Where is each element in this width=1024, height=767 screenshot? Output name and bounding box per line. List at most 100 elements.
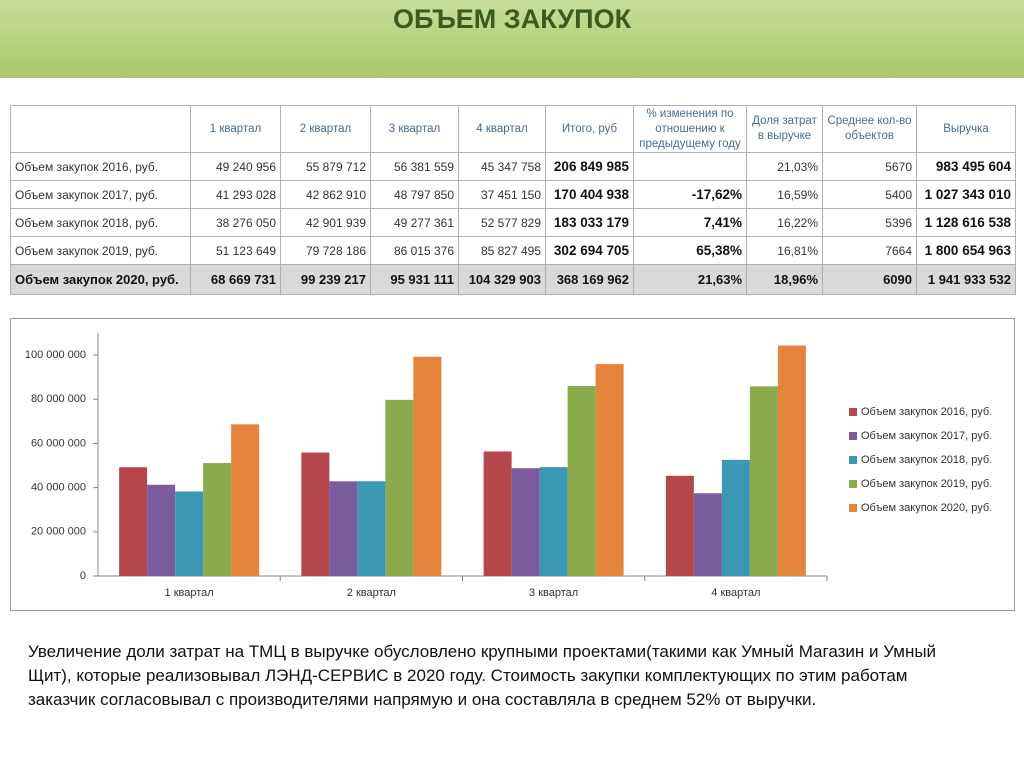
table-cell: -17,62% <box>633 180 747 209</box>
y-tick-label: 40 000 000 <box>31 482 86 494</box>
x-tick-label: 2 квартал <box>347 587 396 599</box>
table-cell: 104 329 903 <box>458 264 546 295</box>
table-cell: Объем закупок 2016, руб. <box>10 152 191 181</box>
legend-swatch <box>849 480 857 488</box>
table-cell: 42 862 910 <box>280 180 371 209</box>
table-cell: 170 404 938 <box>545 180 634 209</box>
header-band <box>0 0 1024 78</box>
table-cell: 21,63% <box>633 264 747 295</box>
table-cell: Среднее кол-во объектов <box>822 105 917 153</box>
table-cell: Итого, руб <box>545 105 634 153</box>
y-tick-label: 60 000 000 <box>31 437 86 449</box>
table-cell: 41 293 028 <box>190 180 281 209</box>
table-cell: 85 827 495 <box>458 236 546 265</box>
table-cell: 16,22% <box>746 208 823 237</box>
bar <box>301 452 330 576</box>
table-cell: 21,03% <box>746 152 823 181</box>
table-cell: 5396 <box>822 208 917 237</box>
bar <box>385 399 414 576</box>
x-tick-label: 3 квартал <box>529 587 578 599</box>
bar <box>119 467 148 576</box>
table-cell: 983 495 604 <box>916 152 1016 181</box>
x-tick-label: 4 квартал <box>711 587 760 599</box>
legend-swatch <box>849 504 857 512</box>
table-cell <box>10 105 191 153</box>
table-row: Объем закупок 2020, руб. 68 669 731 99 239… <box>10 264 1016 295</box>
table-cell: 51 123 649 <box>190 236 281 265</box>
table-cell: Объем закупок 2020, руб. <box>10 264 191 295</box>
y-tick-label: 100 000 000 <box>25 349 86 361</box>
table-cell: 79 728 186 <box>280 236 371 265</box>
table-row: Объем закупок 2018, руб. 38 276 050 42 901… <box>10 208 1016 237</box>
y-tick-label: 0 <box>80 570 86 582</box>
bar <box>511 468 540 576</box>
bar <box>721 459 750 576</box>
y-tick-label: 80 000 000 <box>31 393 86 405</box>
table-row: 1 квартал 2 квартал 3 квартал 4 квартал Итог… <box>10 105 1016 153</box>
table-cell: 52 577 829 <box>458 208 546 237</box>
bar <box>749 386 778 576</box>
legend-swatch <box>849 456 857 464</box>
bar <box>539 467 568 576</box>
table-cell: 2 квартал <box>280 105 371 153</box>
bar <box>413 356 442 576</box>
bar <box>357 481 386 576</box>
chart-frame: 0 20 000 000 40 000 000 60 000 000 80 000 00… <box>10 318 1015 611</box>
table-cell: 18,96% <box>746 264 823 295</box>
table-row: Объем закупок 2017, руб. 41 293 028 42 862… <box>10 180 1016 209</box>
table-cell: Доля затрат в выручке <box>746 105 823 153</box>
table-cell: 183 033 179 <box>545 208 634 237</box>
table-cell: 1 квартал <box>190 105 281 153</box>
table-cell: 5670 <box>822 152 917 181</box>
table-cell: 1 128 616 538 <box>916 208 1016 237</box>
table-cell: 38 276 050 <box>190 208 281 237</box>
x-tick-label: 1 квартал <box>165 587 214 599</box>
table-cell: Объем закупок 2019, руб. <box>10 236 191 265</box>
table-cell: 1 027 343 010 <box>916 180 1016 209</box>
table-cell: 16,59% <box>746 180 823 209</box>
table-cell: Объем закупок 2018, руб. <box>10 208 191 237</box>
legend-label: Объем закупок 2020, руб. <box>861 502 992 514</box>
body-text: Увеличение доли затрат на ТМЦ в выручке … <box>28 642 937 709</box>
bar <box>665 475 694 576</box>
bar <box>483 451 512 576</box>
legend-label: Объем закупок 2019, руб. <box>861 478 992 490</box>
table-cell: 302 694 705 <box>545 236 634 265</box>
table-cell: 3 квартал <box>370 105 459 153</box>
table-cell: 86 015 376 <box>370 236 459 265</box>
bar <box>693 493 722 576</box>
table-cell: 7,41% <box>633 208 747 237</box>
chart: 0 20 000 000 40 000 000 60 000 000 80 000 00… <box>25 333 992 599</box>
bar <box>231 424 260 576</box>
table-cell <box>633 152 747 181</box>
table-cell: 4 квартал <box>458 105 546 153</box>
table-cell: 65,38% <box>633 236 747 265</box>
legend-label: Объем закупок 2018, руб. <box>861 454 992 466</box>
table-cell: 42 901 939 <box>280 208 371 237</box>
bar <box>567 385 596 576</box>
table-cell: 7664 <box>822 236 917 265</box>
table-cell: 99 239 217 <box>280 264 371 295</box>
legend-swatch <box>849 432 857 440</box>
table-cell: 206 849 985 <box>545 152 634 181</box>
table-cell: % изменения по отношению к предыдущему г… <box>633 105 747 153</box>
legend-swatch <box>849 408 857 416</box>
bar <box>777 345 806 576</box>
table-cell: 95 931 111 <box>370 264 459 295</box>
bar <box>329 481 358 576</box>
table-cell: 368 169 962 <box>545 264 634 295</box>
table-cell: Выручка <box>916 105 1016 153</box>
table-cell: Объем закупок 2017, руб. <box>10 180 191 209</box>
bar <box>203 463 232 576</box>
table-cell: 68 669 731 <box>190 264 281 295</box>
table-cell: 55 879 712 <box>280 152 371 181</box>
table-cell: 56 381 559 <box>370 152 459 181</box>
table-cell: 16,81% <box>746 236 823 265</box>
table-row: Объем закупок 2019, руб. 51 123 649 79 728… <box>10 236 1016 265</box>
table-cell: 45 347 758 <box>458 152 546 181</box>
y-tick-label: 20 000 000 <box>31 526 86 538</box>
table-cell: 48 797 850 <box>370 180 459 209</box>
slide-title: ОБЪЕМ ЗАКУПОК <box>392 4 632 34</box>
bar <box>147 484 176 576</box>
